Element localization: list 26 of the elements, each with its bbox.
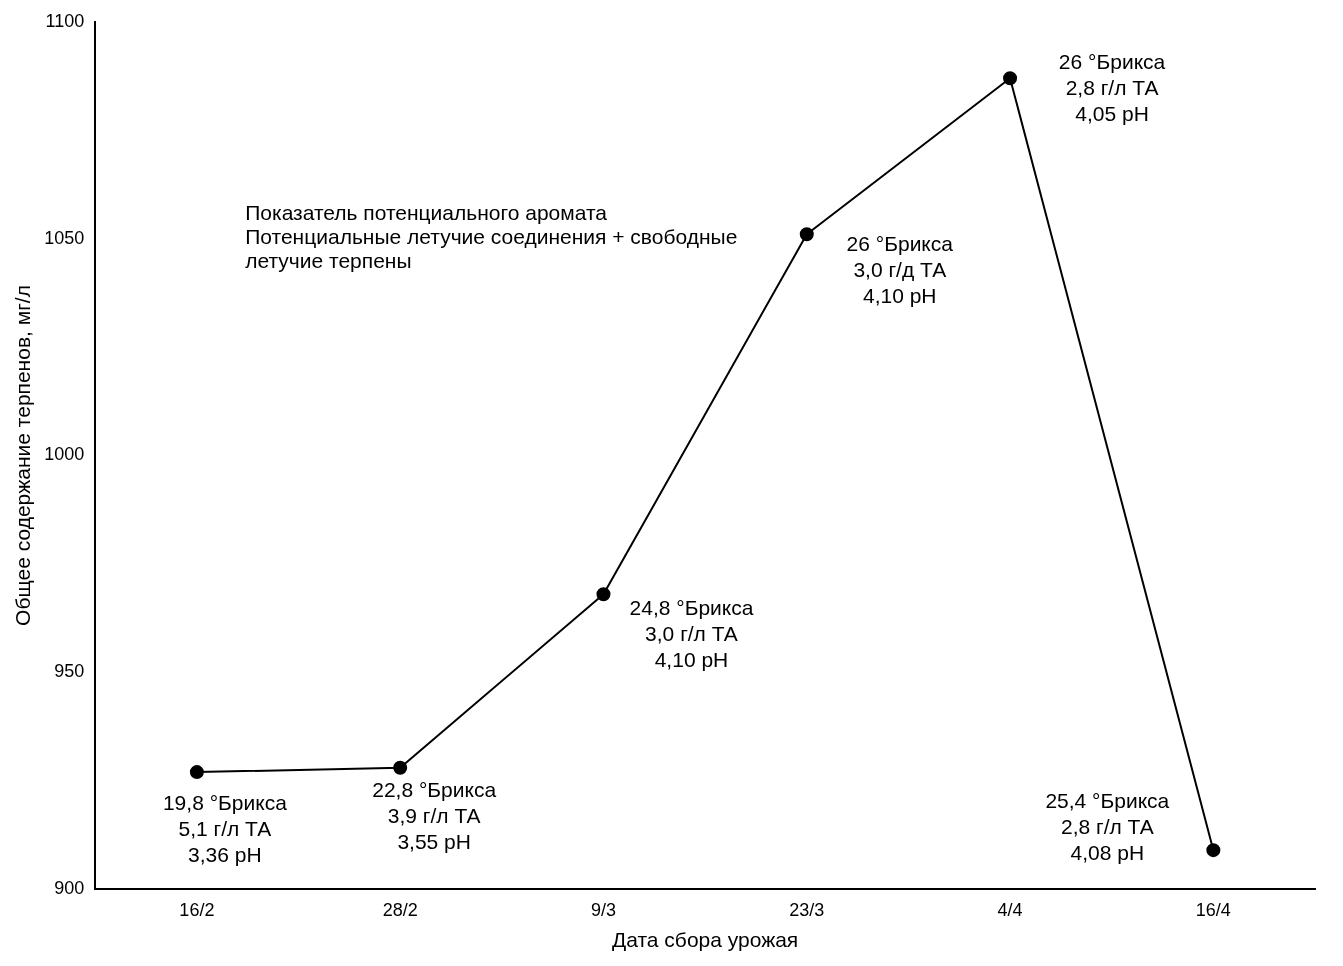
annotation: 22,8 °Брикса 3,9 г/л ТА 3,55 pH bbox=[372, 778, 497, 854]
x-tick-label: 28/2 bbox=[382, 899, 418, 920]
x-tick-label: 16/2 bbox=[179, 899, 215, 920]
point bbox=[596, 587, 611, 602]
annotation: 19,8 °Брикса 5,1 г/л ТА 3,36 pH bbox=[162, 791, 288, 867]
annotation: 26 °Брикса 3,0 г/д ТА 4,10 pH bbox=[846, 231, 954, 307]
x-tick-label: 16/4 bbox=[1195, 899, 1231, 920]
y-tick-label: 900 bbox=[54, 878, 85, 899]
x-tick-label: 4/4 bbox=[997, 899, 1023, 920]
y-tick-label: 1000 bbox=[44, 444, 85, 465]
point bbox=[189, 765, 204, 780]
annotation: 24,8 °Брикса 3,0 г/л ТА 4,10 pH bbox=[629, 595, 754, 671]
annotation: 26 °Брикса 2,8 г/л ТА 4,05 pH bbox=[1058, 50, 1166, 126]
point bbox=[799, 227, 814, 242]
y-tick-label: 1050 bbox=[44, 227, 85, 248]
y-tick-label: 1100 bbox=[45, 10, 85, 31]
y-axis-title: Общее содержание терпенов, мг/л bbox=[11, 285, 35, 626]
x-axis-title: Дата сбора урожая bbox=[612, 928, 799, 952]
x-tick-label: 23/3 bbox=[789, 899, 825, 920]
annotation: 25,4 °Брикса 2,8 г/л ТА 4,08 pH bbox=[1045, 789, 1170, 865]
annotation: Показатель потенциального аромата Потенциальные летучие соединения + свободные летучие терпены bbox=[245, 201, 738, 273]
point bbox=[393, 760, 408, 775]
x-tick-label: 9/3 bbox=[590, 899, 616, 920]
point bbox=[1206, 843, 1221, 858]
point bbox=[1003, 71, 1018, 86]
y-tick-label: 950 bbox=[54, 661, 85, 682]
